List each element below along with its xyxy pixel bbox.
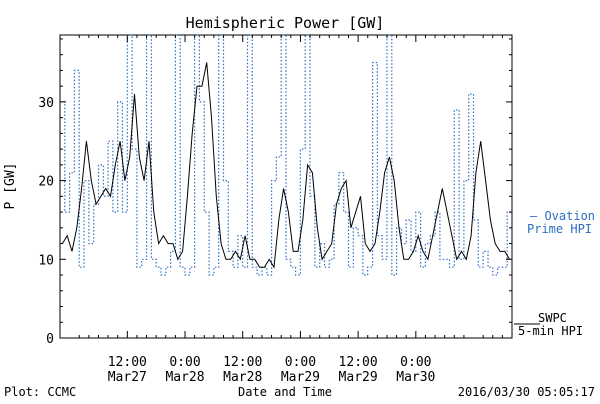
x-tick-date-label: Mar28 xyxy=(165,370,204,385)
footer-timestamp: 2016/03/30 05:05:17 xyxy=(458,385,595,399)
y-axis-ticks: 0 10 20 30 xyxy=(38,38,512,347)
swpc-series xyxy=(61,62,511,269)
legend-swpc-line2: 5-min HPI xyxy=(518,324,583,338)
plot-frame xyxy=(59,34,513,339)
swpc-line xyxy=(61,62,511,269)
ovation-line xyxy=(60,34,512,276)
x-tick-date-label: Mar30 xyxy=(396,370,435,385)
y-axis-label: P [GW] xyxy=(3,163,18,210)
x-tick-date-label: Mar28 xyxy=(223,370,262,385)
x-tick-time-label: 0:00 xyxy=(169,355,200,370)
y-tick-label: 30 xyxy=(38,96,54,111)
x-tick-time-label: 12:00 xyxy=(223,355,262,370)
x-tick-time-label: 0:00 xyxy=(400,355,431,370)
x-axis-ticks: 12:00Mar270:00Mar2812:00Mar280:00Mar2912… xyxy=(78,35,503,385)
x-tick-time-label: 12:00 xyxy=(339,355,378,370)
ovation-series xyxy=(60,34,512,276)
y-tick-label: 20 xyxy=(38,175,54,190)
y-tick-label: 10 xyxy=(38,253,54,268)
x-tick-date-label: Mar27 xyxy=(108,370,147,385)
footer-credit: Plot: CCMC xyxy=(4,385,76,399)
x-tick-time-label: 12:00 xyxy=(108,355,147,370)
x-tick-date-label: Mar29 xyxy=(281,370,320,385)
legend-ovation-line2: Prime HPI xyxy=(527,222,592,236)
legend-ovation-line1: – Ovation xyxy=(530,209,595,223)
x-axis-label: Date and Time xyxy=(238,385,332,399)
y-tick-label: 0 xyxy=(46,332,54,347)
x-tick-time-label: 0:00 xyxy=(285,355,316,370)
legend-swpc-line1: SWPC xyxy=(538,311,567,325)
chart-title: Hemispheric Power [GW] xyxy=(186,14,385,32)
x-tick-date-label: Mar29 xyxy=(339,370,378,385)
